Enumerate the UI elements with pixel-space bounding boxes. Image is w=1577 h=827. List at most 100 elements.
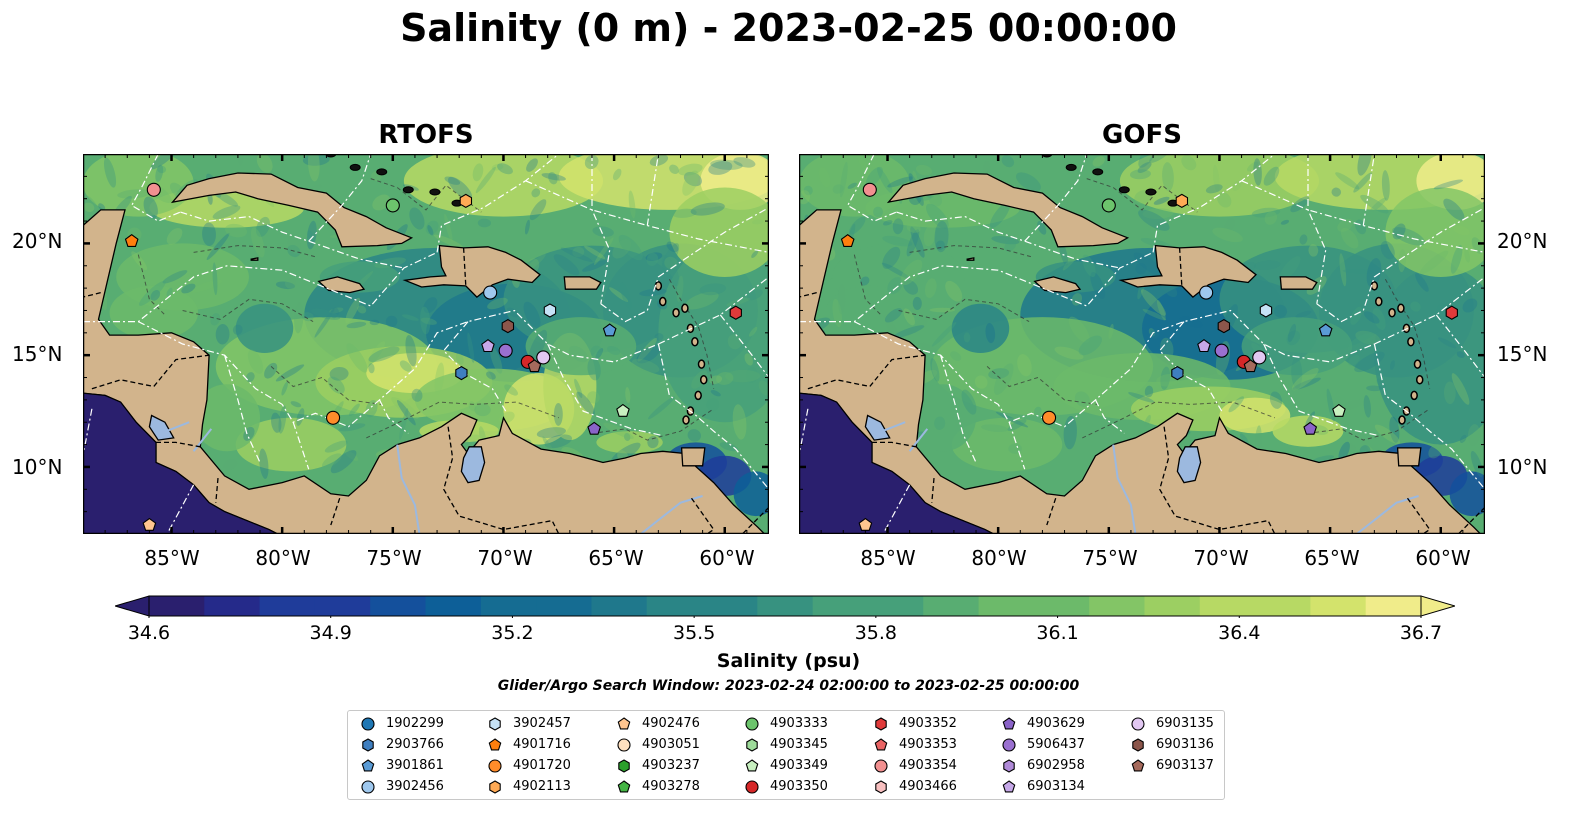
lon-label-gofs-70w: 70°W: [1193, 546, 1249, 570]
pentagon-marker-icon: [617, 716, 631, 729]
legend-label: 6903134: [1027, 779, 1085, 794]
circle-marker-icon: [488, 758, 502, 773]
float-marker-4902113: [1175, 193, 1189, 209]
legend-label: 6903137: [1156, 758, 1214, 773]
float-marker-4901720: [326, 410, 341, 425]
lat-label-left-10n: 10°N: [12, 455, 63, 479]
legend-label: 4901716: [513, 737, 571, 752]
legend-item: 4903051: [616, 735, 700, 755]
search-window-text: Glider/Argo Search Window: 2023-02-24 02…: [497, 678, 1080, 694]
legend-label: 4901720: [513, 758, 571, 773]
colorbar-tick-label: 35.8: [854, 622, 897, 644]
lon-label-rtofs-65w: 65°W: [588, 546, 644, 570]
legend-item: 3902457: [487, 714, 571, 734]
legend-label: 4903354: [899, 758, 957, 773]
float-marker-4903333: [1101, 198, 1116, 213]
hexagon-marker-icon: [489, 779, 501, 794]
legend-item: 4903354: [873, 756, 957, 776]
legend-label: 4902113: [513, 779, 571, 794]
float-marker-4903629: [587, 421, 602, 435]
colorbar-tick-label: 36.7: [1399, 622, 1443, 644]
legend-item: 4903629: [1001, 714, 1085, 734]
colorbar-tick-label: 36.4: [1218, 622, 1261, 644]
legend-item: 4903349: [744, 756, 828, 776]
lon-label-rtofs-60w: 60°W: [699, 546, 755, 570]
float-marker-3902457: [1259, 303, 1273, 318]
float-marker-2903766: [1171, 365, 1184, 381]
pentagon-marker-icon: [745, 758, 759, 771]
legend-item: 6903136: [1130, 735, 1214, 755]
legend-label: 3902457: [513, 716, 571, 731]
legend-label: 3901861: [386, 758, 444, 773]
legend-item: 4903352: [873, 714, 957, 734]
colorbar-tick-label: 36.1: [1036, 622, 1079, 644]
float-marker-6903136: [1217, 318, 1231, 334]
float-marker-6903137: [527, 359, 542, 373]
float-marker-6903134: [481, 339, 495, 353]
hexagon-marker-icon: [746, 737, 758, 752]
legend-label: 4903466: [899, 779, 957, 794]
legend-item: 6903134: [1001, 777, 1085, 797]
colorbar-label: Salinity (psu): [716, 650, 861, 672]
lat-label-right-15n: 15°N: [1497, 342, 1548, 366]
legend-label: 4903237: [642, 758, 700, 773]
float-marker-6903137: [1243, 359, 1258, 373]
colorbar: [115, 595, 1455, 618]
legend-label: 6902958: [1027, 758, 1085, 773]
panel-title-gofs: GOFS: [1102, 120, 1182, 150]
float-marker-5906437: [1214, 343, 1229, 358]
pentagon-marker-icon: [1002, 716, 1016, 729]
colorbar-tick-label: 34.6: [127, 622, 171, 644]
legend-item: 4903350: [744, 777, 828, 797]
float-legend: 1902299 2903766 3901861 3902456 3902457 49017…: [347, 710, 1225, 800]
lon-label-rtofs-85w: 85°W: [144, 546, 200, 570]
pentagon-marker-icon: [1131, 758, 1145, 771]
legend-label: 4903333: [770, 716, 828, 731]
float-marker-4903349: [616, 403, 630, 417]
float-marker-4903349: [1332, 403, 1346, 417]
legend-item: 3901861: [360, 756, 444, 776]
colorbar-tick-label: 35.5: [672, 622, 716, 644]
hexagon-marker-icon: [875, 779, 887, 794]
float-marker-6903135: [1252, 350, 1267, 365]
legend-label: 6903135: [1156, 716, 1214, 731]
hexagon-marker-icon: [618, 758, 630, 773]
lon-label-gofs-75w: 75°W: [1082, 546, 1138, 570]
hexagon-marker-icon: [362, 737, 374, 752]
float-marker-4901716: [124, 234, 139, 247]
float-marker-5906437: [498, 343, 513, 358]
legend-label: 4903278: [642, 779, 700, 794]
float-marker-4903629: [1303, 421, 1318, 435]
pentagon-marker-icon: [874, 737, 888, 750]
hexagon-marker-icon: [1003, 758, 1015, 773]
circle-marker-icon: [617, 737, 631, 752]
float-marker-4903352: [729, 305, 742, 320]
legend-item: 1902299: [360, 714, 444, 734]
legend-item: 4903345: [744, 735, 828, 755]
circle-marker-icon: [745, 779, 759, 794]
map-panel-gofs: [799, 154, 1485, 534]
panel-title-rtofs: RTOFS: [378, 120, 474, 150]
lon-label-rtofs-80w: 80°W: [255, 546, 311, 570]
legend-label: 4903353: [899, 737, 957, 752]
legend-label: 5906437: [1027, 737, 1085, 752]
float-marker-3901861: [602, 323, 617, 337]
lon-label-gofs-65w: 65°W: [1304, 546, 1360, 570]
lat-label-left-20n: 20°N: [12, 229, 63, 253]
float-marker-4903354: [862, 182, 877, 197]
lat-label-right-20n: 20°N: [1497, 229, 1548, 253]
colorbar-tick-label: 34.9: [309, 622, 352, 644]
legend-label: 2903766: [386, 737, 444, 752]
pentagon-marker-icon: [361, 758, 375, 771]
lon-label-gofs-85w: 85°W: [860, 546, 916, 570]
figure-title: Salinity (0 m) - 2023-02-25 00:00:00: [400, 6, 1177, 50]
lat-label-left-15n: 15°N: [12, 342, 63, 366]
circle-marker-icon: [745, 716, 759, 731]
colorbar-tick-label: 35.2: [491, 622, 534, 644]
legend-item: 6903137: [1130, 756, 1214, 776]
float-marker-4901720: [1042, 410, 1057, 425]
circle-marker-icon: [1131, 716, 1145, 731]
legend-item: 6902958: [1001, 756, 1085, 776]
legend-item: 4903333: [744, 714, 828, 734]
float-marker-6903135: [536, 350, 551, 365]
